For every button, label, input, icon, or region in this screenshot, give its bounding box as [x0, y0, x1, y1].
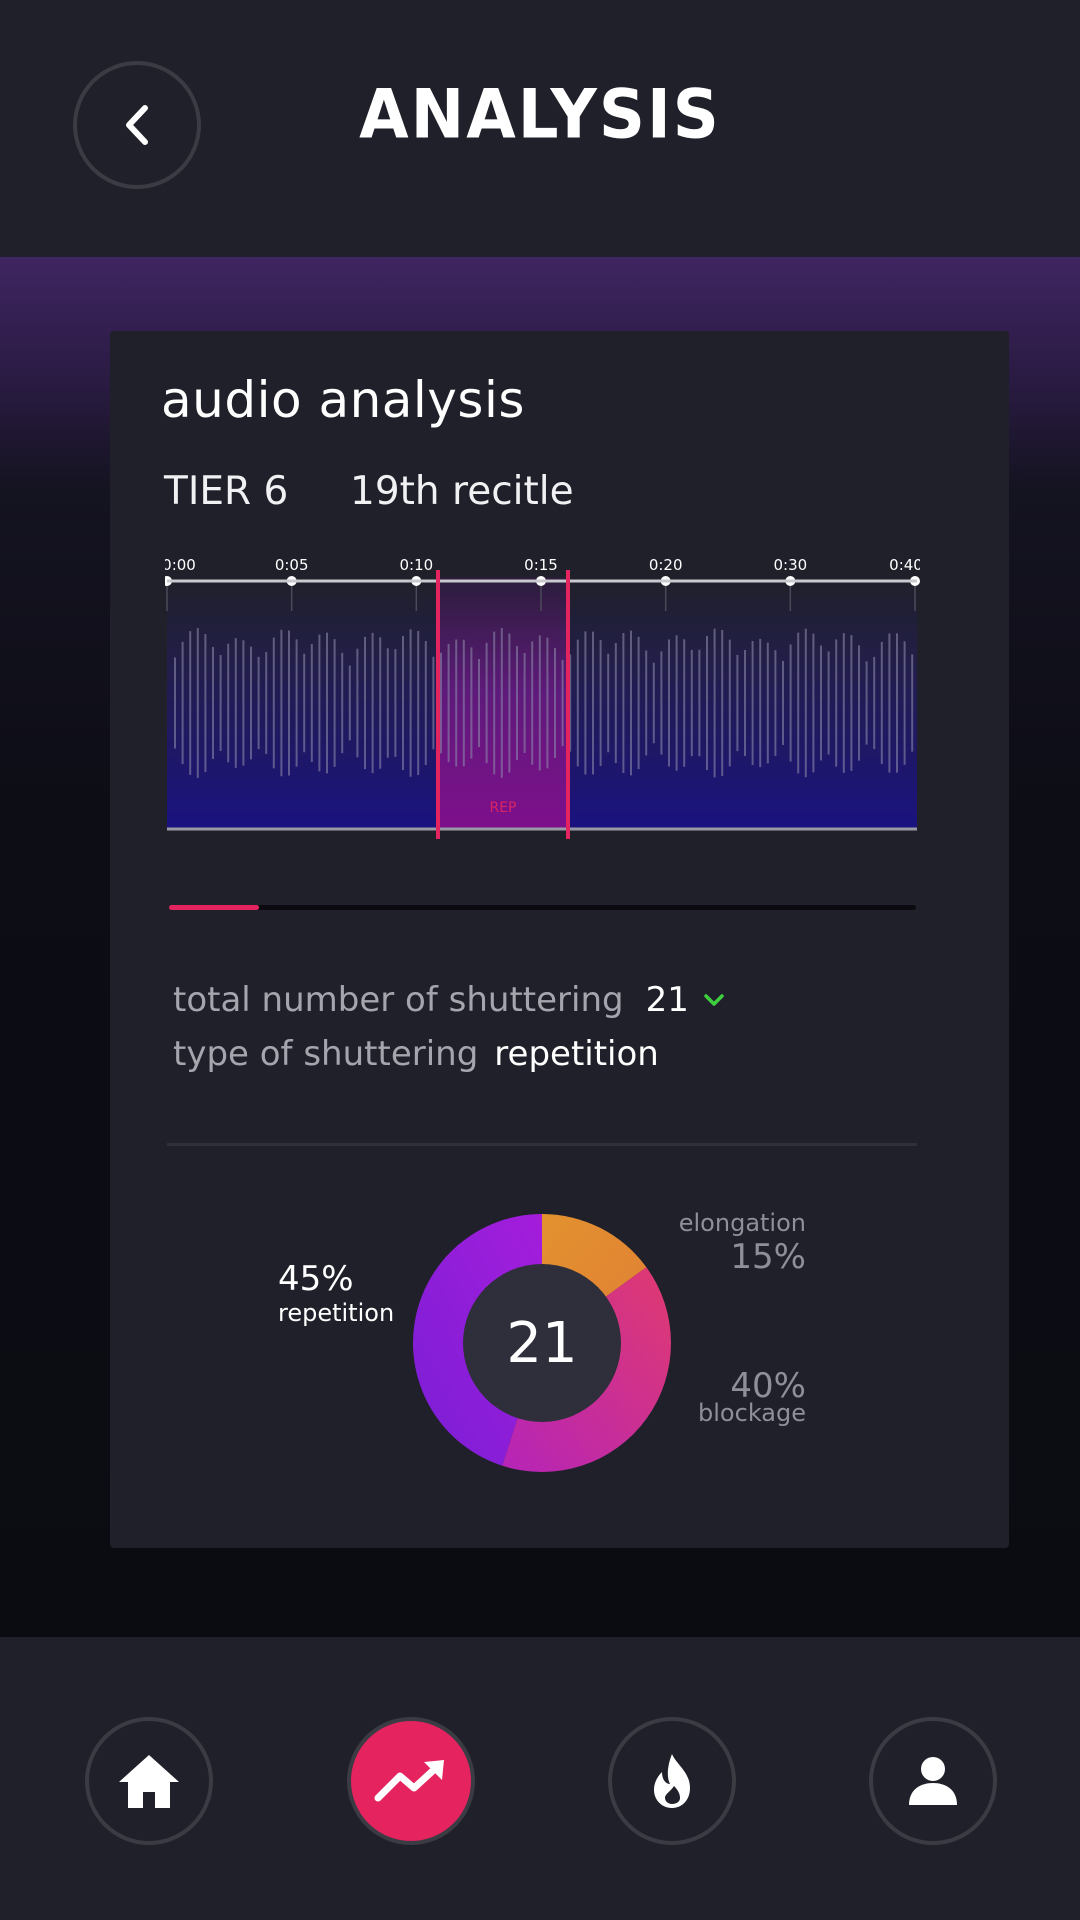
header: ANALYSIS — [0, 0, 1080, 257]
repetition-percent: 45% — [278, 1259, 354, 1299]
selection-region — [438, 577, 568, 830]
blockage-label: blockage — [698, 1399, 806, 1427]
nav-profile[interactable] — [869, 1717, 997, 1845]
recite-label: 19th recitle — [350, 469, 574, 514]
nav-analysis[interactable] — [347, 1717, 475, 1845]
back-button[interactable] — [73, 61, 201, 189]
total-stat: total number of shuttering 21 — [173, 980, 725, 1020]
donut-center-value: 21 — [506, 1310, 578, 1376]
nav-streak[interactable] — [608, 1717, 736, 1845]
timeline-tick-label: 0:40 — [889, 556, 920, 574]
timeline-tick-label: 0:20 — [649, 556, 683, 574]
timeline-tick-label: 0:10 — [399, 556, 433, 574]
bottom-nav — [0, 1637, 1080, 1920]
total-value: 21 — [645, 980, 689, 1020]
selection-end-marker — [566, 570, 570, 839]
timeline-tick-label: 0:15 — [524, 556, 558, 574]
page-title: ANALYSIS — [359, 75, 721, 155]
flame-icon — [654, 1754, 690, 1808]
nav-home[interactable] — [85, 1717, 213, 1845]
playback-progress-fill — [169, 905, 259, 910]
chevron-down-icon — [704, 994, 724, 1006]
type-value: repetition — [494, 1034, 659, 1074]
playback-progress[interactable] — [169, 905, 916, 910]
card-title: audio analysis — [161, 371, 525, 429]
tier-label: TIER 6 — [164, 469, 289, 514]
type-stat: type of shuttering repetition — [173, 1034, 659, 1074]
trending-up-icon — [374, 1760, 444, 1802]
timeline-tick-label: 0:05 — [275, 556, 309, 574]
timeline-tick-label: 0:30 — [773, 556, 807, 574]
timeline-tick-label: 0:00 — [165, 556, 196, 574]
audio-waveform[interactable]: 0:00 0:05 0:10 0:15 0:20 0:30 0:40 REP — [162, 553, 923, 853]
type-label: type of shuttering — [173, 1034, 479, 1074]
donut-hole — [463, 1264, 621, 1422]
user-icon — [909, 1757, 957, 1805]
total-label: total number of shuttering — [173, 980, 624, 1020]
selection-label: REP — [489, 800, 516, 816]
divider — [167, 1143, 917, 1146]
shuttering-donut-chart: 21 — [412, 1213, 672, 1473]
elongation-label: elongation — [678, 1209, 806, 1237]
elongation-percent: 15% — [730, 1237, 806, 1277]
repetition-label: repetition — [278, 1299, 395, 1327]
blockage-percent: 40% — [730, 1366, 806, 1406]
home-icon — [119, 1755, 179, 1808]
selection-start-marker — [436, 570, 440, 839]
chevron-left-icon — [126, 105, 148, 145]
analysis-card: audio analysis TIER 6 19th recitle 0:00 0… — [110, 331, 1009, 1548]
